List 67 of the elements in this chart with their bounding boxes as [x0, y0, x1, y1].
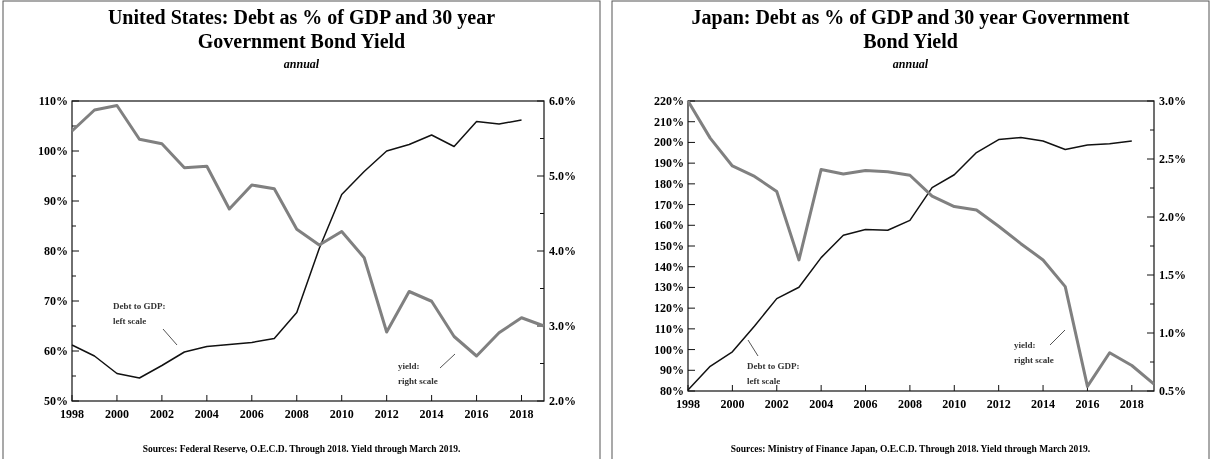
y-tick-label: 190%	[654, 156, 684, 171]
y2-tick-label: 2.0%	[1159, 210, 1186, 224]
y-tick-label: 200%	[654, 135, 684, 150]
y-tick-label: 150%	[654, 239, 684, 253]
source-note: Sources: Ministry of Finance Japan, O.E.C.D. Through 2018. Yield through March 2019.	[730, 444, 1091, 454]
x-tick-label: 2018	[1119, 397, 1144, 411]
y-tick-label: 220%	[654, 94, 684, 108]
annotation: yield: right scale	[398, 361, 438, 386]
y-tick-label: 100%	[654, 342, 684, 357]
line-series	[686, 99, 1156, 388]
y-tick-label: 140%	[654, 259, 684, 274]
y-tick-label: 70%	[44, 294, 68, 308]
y2-tick-label: 1.5%	[1159, 268, 1186, 282]
x-tick-label: 2012	[986, 397, 1011, 411]
x-tick-label: 2006	[239, 407, 264, 421]
x-tick-label: 2016	[1075, 397, 1100, 411]
x-tick-label: 2002	[149, 407, 174, 421]
y-tick-label: 90%	[44, 194, 68, 208]
chart-subtitle: annual	[892, 57, 929, 71]
x-tick-label: 2002	[764, 397, 789, 411]
x-tick-label: 2004	[809, 397, 834, 411]
y-tick-label: 120%	[654, 301, 684, 316]
chart-subtitle: annual	[283, 57, 320, 71]
y-tick-label: 180%	[654, 176, 684, 191]
x-tick-label: 1998	[60, 407, 84, 421]
annotation: Debt to GDP: left scale	[747, 361, 800, 386]
source-note: Sources: Federal Reserve, O.E.C.D. Through 2018. Yield through March 2019.	[142, 444, 461, 454]
y2-tick-label: 4.0%	[549, 244, 576, 258]
x-tick-label: 2008	[284, 407, 309, 421]
x-tick-label: 2014	[1031, 397, 1056, 411]
annotation: Debt to GDP: left scale	[113, 301, 166, 326]
x-tick-label: 2010	[329, 407, 354, 421]
line-series	[70, 104, 546, 358]
y2-tick-label: 0.5%	[1159, 384, 1186, 398]
y-tick-label: 80%	[44, 244, 68, 258]
x-tick-label: 1998	[676, 397, 700, 411]
x-tick-label: 2012	[374, 407, 399, 421]
x-tick-label: 2004	[194, 407, 219, 421]
y-tick-label: 90%	[660, 363, 684, 378]
y-tick-label: 50%	[44, 394, 68, 408]
y-tick-label: 170%	[654, 197, 684, 212]
chart-title: Japan: Debt as % of GDP and 30 year Government Bond Yield	[691, 6, 1130, 52]
y-tick-label: 80%	[660, 384, 684, 398]
annotation: yield: right scale	[1014, 340, 1054, 365]
y-tick-label: 60%	[44, 344, 68, 358]
y-tick-label: 110%	[38, 94, 68, 108]
y2-tick-label: 2.0%	[549, 394, 576, 408]
chart-title: United States: Debt as % of GDP and 30 year Government Bond Yield	[107, 6, 496, 52]
x-tick-label: 2018	[509, 407, 534, 421]
x-tick-label: 2008	[897, 397, 922, 411]
y-tick-label: 100%	[38, 144, 68, 158]
y2-tick-label: 3.0%	[549, 319, 576, 333]
x-tick-label: 2010	[942, 397, 967, 411]
y-tick-label: 110%	[654, 321, 684, 336]
y2-tick-label: 1.0%	[1159, 326, 1186, 340]
x-tick-label: 2016	[464, 407, 489, 421]
x-tick-label: 2014	[419, 407, 444, 421]
y2-tick-label: 2.5%	[1159, 152, 1186, 166]
x-tick-label: 2006	[853, 397, 878, 411]
y-tick-label: 210%	[654, 114, 684, 129]
x-tick-label: 2000	[720, 397, 745, 411]
y2-tick-label: 6.0%	[549, 94, 576, 108]
y-tick-label: 130%	[654, 280, 684, 295]
y2-tick-label: 3.0%	[1159, 94, 1186, 108]
y-tick-label: 160%	[654, 218, 684, 233]
x-tick-label: 2000	[104, 407, 129, 421]
y2-tick-label: 5.0%	[549, 169, 576, 183]
